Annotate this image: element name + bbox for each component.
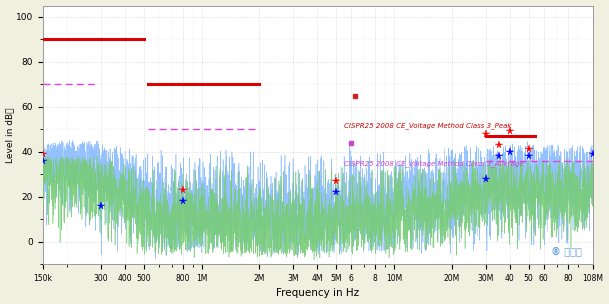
- X-axis label: Frequency in Hz: Frequency in Hz: [276, 288, 359, 299]
- Text: CISPR25 2008 CE_Voltage Method Class 3_Average: CISPR25 2008 CE_Voltage Method Class 3_A…: [344, 161, 524, 168]
- Text: CISPR25 2008 CE_Voltage Method Class 3_Peak: CISPR25 2008 CE_Voltage Method Class 3_P…: [344, 123, 512, 129]
- Text: ® 日月辰: ® 日月辰: [551, 247, 582, 256]
- Y-axis label: Level in dB等: Level in dB等: [5, 107, 15, 163]
